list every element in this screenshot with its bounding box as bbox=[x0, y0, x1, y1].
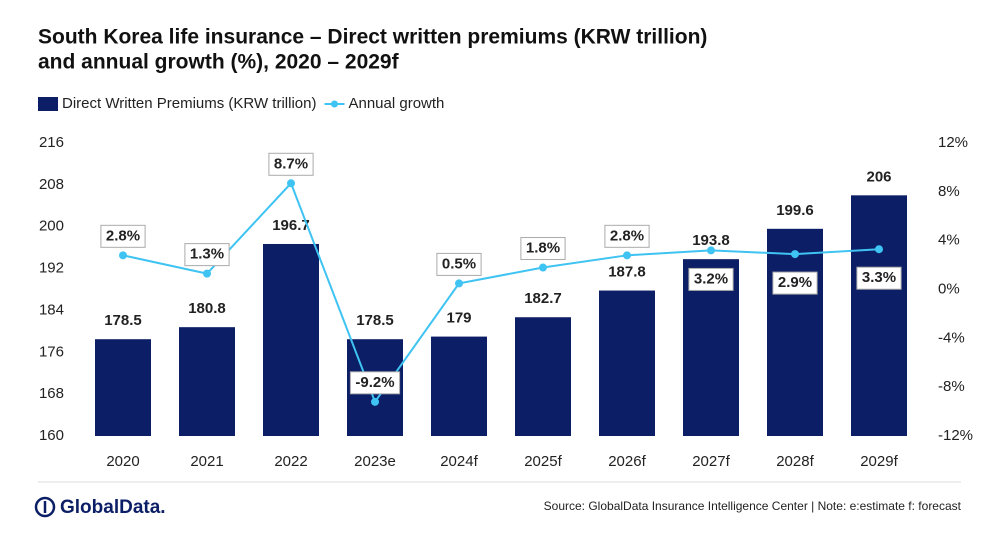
line-point bbox=[539, 263, 547, 272]
line-value-label: 1.3% bbox=[190, 246, 224, 263]
bar-value-label: 178.5 bbox=[356, 312, 394, 329]
bar bbox=[263, 243, 319, 436]
x-tick-label: 2026f bbox=[608, 453, 646, 470]
bar-value-label: 196.7 bbox=[272, 217, 310, 234]
line-point bbox=[119, 251, 127, 260]
y-tick-label: 176 bbox=[39, 343, 64, 360]
bar-value-label: 180.8 bbox=[188, 300, 226, 317]
line-point bbox=[875, 245, 883, 254]
value-label-box bbox=[100, 224, 146, 248]
logo: GlobalData. bbox=[60, 497, 166, 518]
legend-label: Annual growth bbox=[348, 95, 444, 112]
legend-swatch bbox=[38, 97, 58, 111]
bar-value-label: 206 bbox=[866, 168, 891, 185]
y-tick-label: 200 bbox=[39, 218, 64, 235]
value-label-box bbox=[856, 266, 902, 290]
line-value-label: 3.2% bbox=[694, 270, 728, 287]
x-tick-label: 2027f bbox=[692, 453, 730, 470]
bar bbox=[767, 228, 823, 436]
value-label-box bbox=[520, 237, 566, 261]
bar bbox=[95, 339, 151, 436]
line-point bbox=[791, 250, 799, 259]
bar bbox=[515, 317, 571, 436]
bar-value-label: 187.8 bbox=[608, 264, 646, 281]
value-label-box bbox=[604, 224, 650, 248]
line-value-label: -9.2% bbox=[355, 374, 394, 391]
y2-tick-label: 8% bbox=[938, 183, 960, 200]
logo-icon bbox=[34, 496, 56, 518]
value-label-box bbox=[349, 371, 401, 395]
value-label-box bbox=[268, 152, 314, 176]
bar bbox=[431, 336, 487, 436]
bar bbox=[851, 195, 907, 436]
line-value-label: 2.8% bbox=[106, 227, 140, 244]
line-value-label: 2.8% bbox=[610, 227, 644, 244]
bar-value-label: 199.6 bbox=[776, 202, 814, 219]
y2-tick-label: -8% bbox=[938, 378, 965, 395]
chart-title: South Korea life insurance – Direct writ… bbox=[38, 26, 707, 49]
bar-value-label: 178.5 bbox=[104, 312, 142, 329]
x-tick-label: 2023e bbox=[354, 453, 396, 470]
legend-swatch bbox=[330, 100, 338, 108]
line-value-label: 3.3% bbox=[862, 269, 896, 286]
value-label-box bbox=[436, 252, 482, 276]
bar-value-label: 179 bbox=[446, 310, 471, 327]
y-tick-label: 192 bbox=[39, 260, 64, 277]
y-tick-label: 208 bbox=[39, 176, 64, 193]
line-value-label: 8.7% bbox=[274, 155, 308, 172]
chart-title: and annual growth (%), 2020 – 2029f bbox=[38, 51, 400, 74]
line-value-label: 0.5% bbox=[442, 255, 476, 272]
x-tick-label: 2029f bbox=[860, 453, 898, 470]
line-point bbox=[623, 251, 631, 260]
y2-tick-label: -12% bbox=[938, 427, 973, 444]
line-point bbox=[371, 397, 379, 406]
y2-tick-label: 12% bbox=[938, 134, 968, 151]
value-label-box bbox=[184, 243, 230, 267]
bar bbox=[179, 327, 235, 436]
y2-tick-label: -4% bbox=[938, 329, 965, 346]
bar-value-label: 182.7 bbox=[524, 290, 562, 307]
line-value-label: 2.9% bbox=[778, 274, 812, 291]
y-tick-label: 184 bbox=[39, 301, 64, 318]
value-label-box bbox=[772, 271, 818, 295]
x-tick-label: 2022 bbox=[274, 453, 307, 470]
line-point bbox=[707, 246, 715, 255]
legend-label: Direct Written Premiums (KRW trillion) bbox=[62, 95, 316, 112]
y-tick-label: 168 bbox=[39, 385, 64, 402]
x-tick-label: 2028f bbox=[776, 453, 814, 470]
line-point bbox=[203, 269, 211, 278]
value-label-box bbox=[688, 267, 734, 291]
x-tick-label: 2025f bbox=[524, 453, 562, 470]
x-tick-label: 2020 bbox=[106, 453, 139, 470]
bar bbox=[599, 290, 655, 436]
line-point bbox=[455, 279, 463, 288]
y2-tick-label: 4% bbox=[938, 232, 960, 249]
y-tick-label: 216 bbox=[39, 134, 64, 151]
y2-tick-label: 0% bbox=[938, 280, 960, 297]
line bbox=[122, 181, 880, 404]
y-tick-label: 160 bbox=[39, 427, 64, 444]
source-note: Source: GlobalData Insurance Intelligenc… bbox=[544, 499, 962, 513]
line-point bbox=[287, 179, 295, 188]
x-tick-label: 2021 bbox=[190, 453, 223, 470]
line-value-label: 1.8% bbox=[526, 239, 560, 256]
bar-value-label: 193.8 bbox=[692, 232, 730, 249]
x-tick-label: 2024f bbox=[440, 453, 478, 470]
